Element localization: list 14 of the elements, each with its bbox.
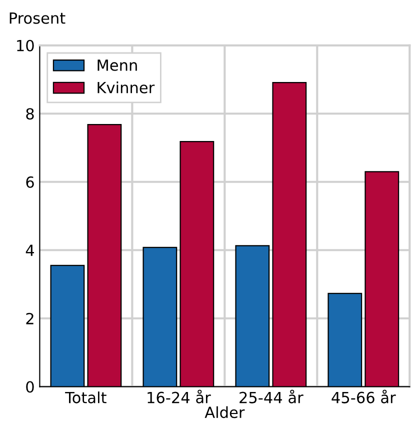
y-tick-label: 6	[26, 176, 34, 188]
y-tick-label: 4	[26, 244, 34, 256]
legend-label: Kvinner	[98, 82, 155, 94]
x-tick-label: 45-66 år	[332, 390, 396, 404]
y-axis-title: Prosent	[10, 12, 66, 24]
x-tick-label: Totalt	[65, 392, 106, 404]
y-tick-label: 10	[17, 40, 34, 52]
x-tick-label: 16-24 år	[148, 390, 211, 404]
x-tick-label: 25-44 år	[240, 390, 304, 404]
x-axis-title: Alder	[204, 406, 245, 418]
y-tick-label: 8	[26, 108, 34, 120]
legend-label: Menn	[98, 60, 137, 71]
y-tick-label: 0	[26, 381, 34, 393]
y-tick-label: 2	[26, 312, 34, 324]
